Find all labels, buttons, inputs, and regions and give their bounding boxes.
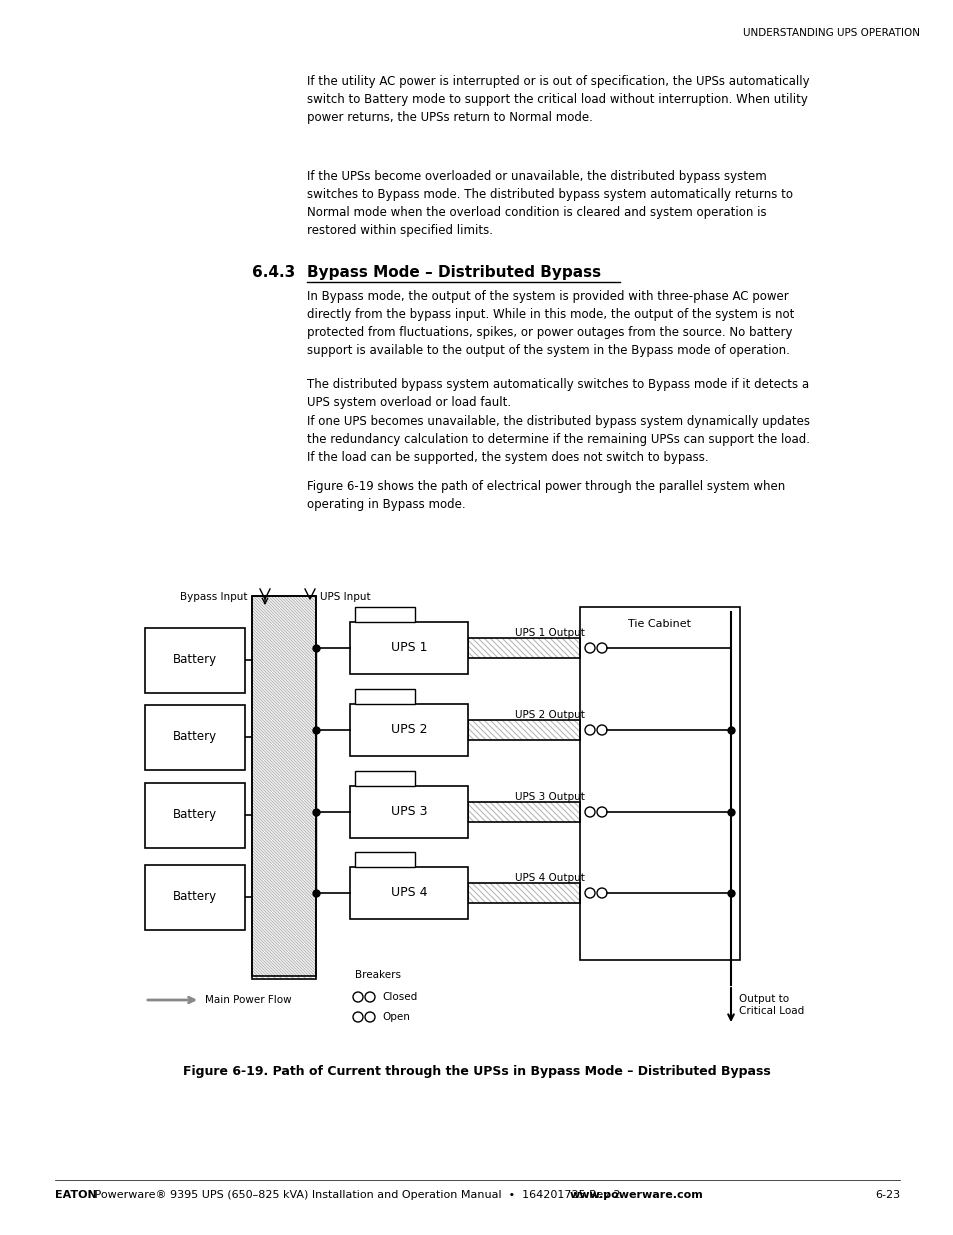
Text: UPS 4: UPS 4 <box>391 887 427 899</box>
Text: If one UPS becomes unavailable, the distributed bypass system dynamically update: If one UPS becomes unavailable, the dist… <box>307 415 809 464</box>
Text: Open: Open <box>381 1011 410 1023</box>
Text: The distributed bypass system automatically switches to Bypass mode if it detect: The distributed bypass system automatica… <box>307 378 808 409</box>
Text: In Bypass mode, the output of the system is provided with three-phase AC power
d: In Bypass mode, the output of the system… <box>307 290 794 357</box>
Text: Figure 6-19 shows the path of electrical power through the parallel system when
: Figure 6-19 shows the path of electrical… <box>307 480 784 511</box>
Text: Main Power Flow: Main Power Flow <box>205 995 292 1005</box>
Polygon shape <box>350 867 468 919</box>
Polygon shape <box>350 785 468 839</box>
Polygon shape <box>145 629 245 693</box>
Polygon shape <box>350 622 468 674</box>
Text: www.powerware.com: www.powerware.com <box>569 1191 703 1200</box>
Text: EATON: EATON <box>55 1191 96 1200</box>
Text: 6.4.3: 6.4.3 <box>252 266 294 280</box>
Text: UPS 2: UPS 2 <box>391 724 427 736</box>
Text: Battery: Battery <box>172 730 217 743</box>
Text: Bypass Input: Bypass Input <box>180 592 248 601</box>
Text: If the UPSs become overloaded or unavailable, the distributed bypass system
swit: If the UPSs become overloaded or unavail… <box>307 170 792 237</box>
Text: Battery: Battery <box>172 890 217 904</box>
Polygon shape <box>355 689 415 704</box>
Polygon shape <box>145 783 245 848</box>
Polygon shape <box>355 606 415 622</box>
Text: Figure 6-19. Path of Current through the UPSs in Bypass Mode – Distributed Bypas: Figure 6-19. Path of Current through the… <box>183 1065 770 1078</box>
Polygon shape <box>145 705 245 769</box>
Text: Battery: Battery <box>172 809 217 821</box>
Polygon shape <box>355 771 415 785</box>
Text: Output to
Critical Load: Output to Critical Load <box>739 994 803 1016</box>
Text: UPS 1: UPS 1 <box>391 641 427 655</box>
Text: UPS 3 Output: UPS 3 Output <box>515 792 584 802</box>
Polygon shape <box>145 864 245 930</box>
Text: UPS 2 Output: UPS 2 Output <box>515 710 584 720</box>
Text: UPS 1 Output: UPS 1 Output <box>515 629 584 638</box>
Text: UPS 4 Output: UPS 4 Output <box>515 873 584 883</box>
Text: Closed: Closed <box>381 992 416 1002</box>
Text: Breakers: Breakers <box>355 969 400 981</box>
Text: Bypass Mode – Distributed Bypass: Bypass Mode – Distributed Bypass <box>307 266 600 280</box>
Text: Battery: Battery <box>172 653 217 667</box>
Text: If the utility AC power is interrupted or is out of specification, the UPSs auto: If the utility AC power is interrupted o… <box>307 75 809 124</box>
Text: 6-23: 6-23 <box>874 1191 899 1200</box>
Text: UNDERSTANDING UPS OPERATION: UNDERSTANDING UPS OPERATION <box>742 28 919 38</box>
Text: UPS 3: UPS 3 <box>391 805 427 819</box>
Polygon shape <box>350 704 468 756</box>
Text: UPS Input: UPS Input <box>319 592 370 601</box>
Text: Powerware® 9395 UPS (650–825 kVA) Installation and Operation Manual  •  16420172: Powerware® 9395 UPS (650–825 kVA) Instal… <box>91 1191 623 1200</box>
Polygon shape <box>355 852 415 867</box>
Text: Tie Cabinet: Tie Cabinet <box>628 619 691 629</box>
